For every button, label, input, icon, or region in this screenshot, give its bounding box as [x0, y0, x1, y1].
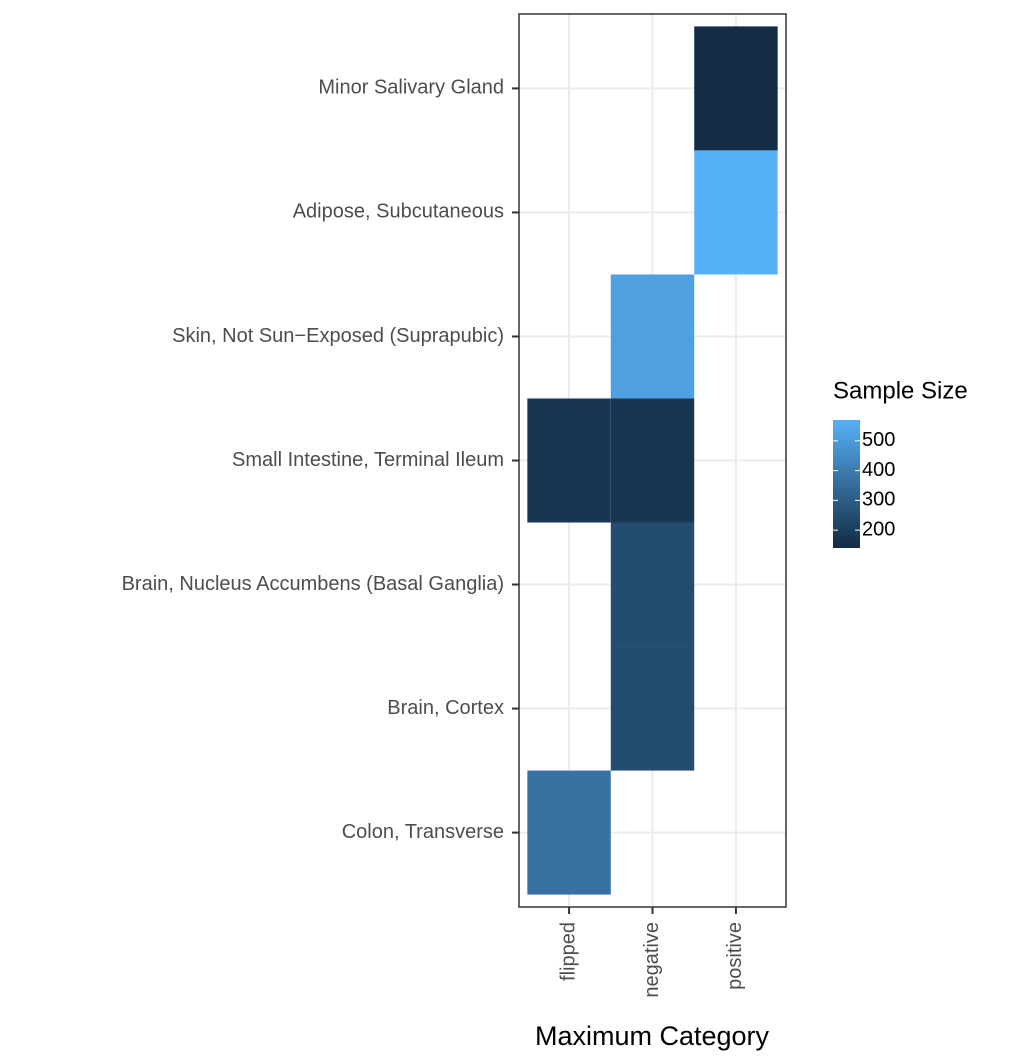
- y-tick-label: Colon, Transverse: [342, 821, 504, 843]
- x-tick-label: negative: [641, 922, 663, 998]
- y-tick-label: Small Intestine, Terminal Ileum: [232, 449, 504, 471]
- colorbar: [833, 420, 860, 548]
- heatmap-cell: [610, 274, 695, 399]
- heatmap-cell: [610, 398, 695, 523]
- y-tick-label: Skin, Not Sun−Exposed (Suprapubic): [172, 325, 504, 347]
- heatmap-cell: [610, 522, 695, 647]
- x-axis-title: Maximum Category: [535, 1021, 770, 1051]
- heatmap-cell: [694, 26, 778, 151]
- y-tick-label: Adipose, Subcutaneous: [293, 201, 504, 223]
- heatmap-cell: [610, 646, 695, 771]
- heatmap-cell: [694, 150, 778, 275]
- heatmap-cell: [527, 770, 611, 895]
- y-tick-label: Brain, Cortex: [387, 697, 504, 719]
- legend-title: Sample Size: [833, 377, 968, 404]
- y-tick-label: Minor Salivary Gland: [318, 77, 504, 99]
- x-tick-label: positive: [724, 922, 746, 990]
- x-tick-label: flipped: [557, 922, 579, 981]
- colorbar-tick-label: 500: [862, 429, 895, 451]
- colorbar-tick-label: 400: [862, 459, 895, 481]
- y-tick-label: Brain, Nucleus Accumbens (Basal Ganglia): [122, 573, 504, 595]
- heatmap-cell: [527, 398, 611, 523]
- colorbar-tick-label: 200: [862, 518, 895, 540]
- colorbar-tick-label: 300: [862, 489, 895, 511]
